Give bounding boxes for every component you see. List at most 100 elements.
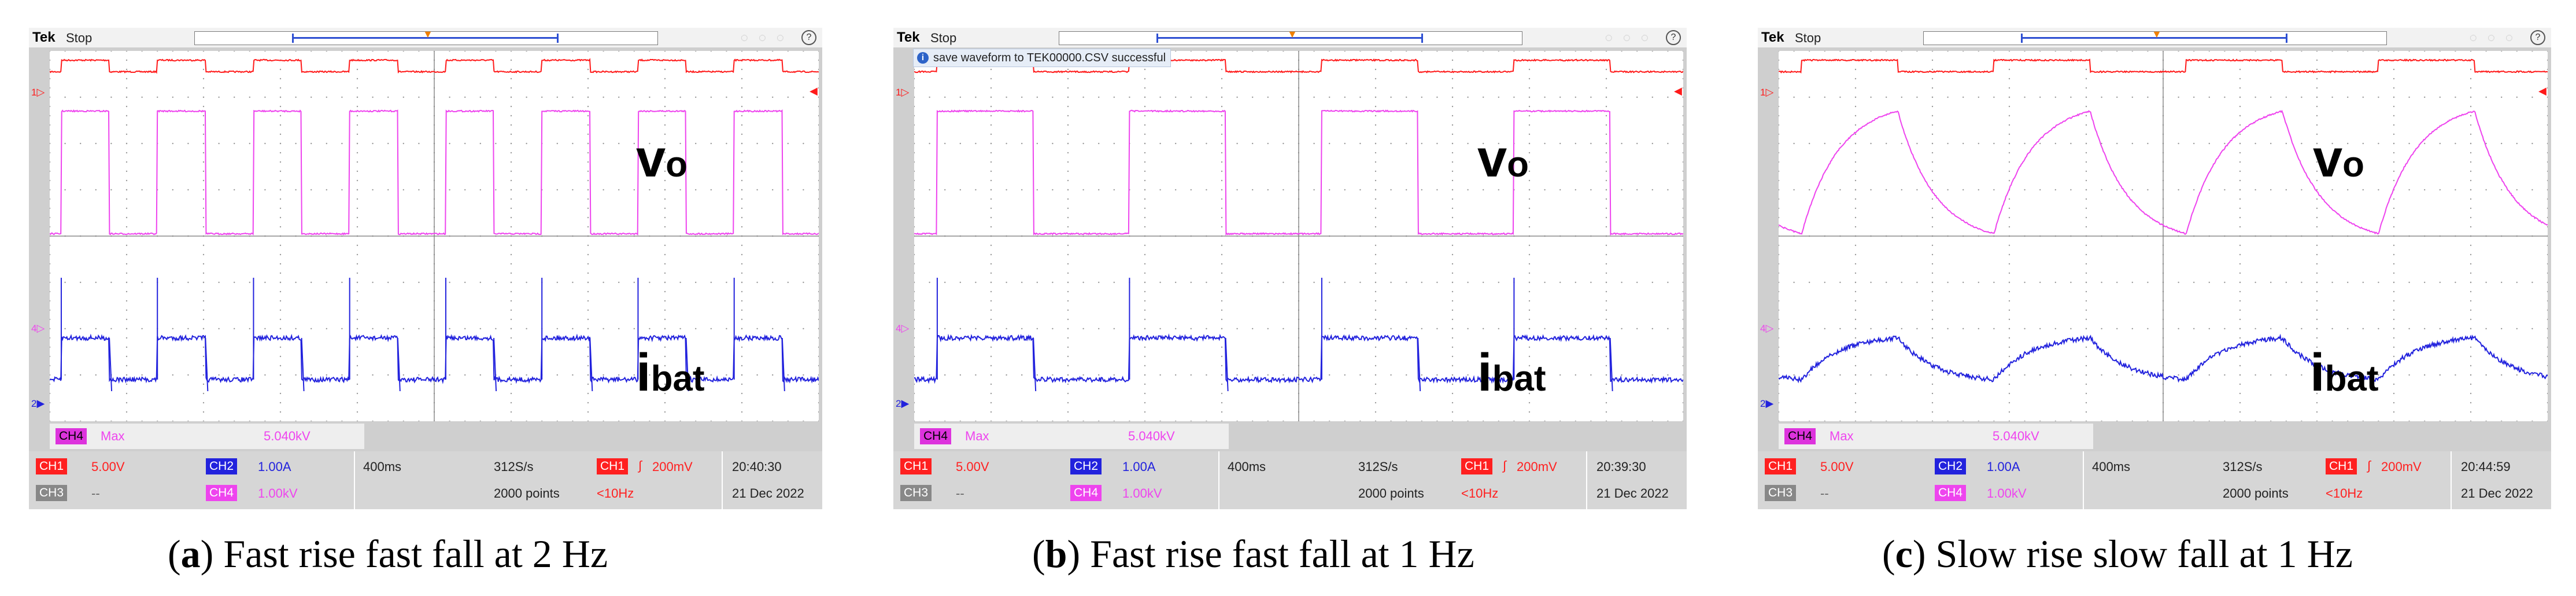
- clock-time: 20:44:59: [2461, 459, 2511, 474]
- clock-date: 21 Dec 2022: [2461, 486, 2533, 501]
- trigger-frequency: <10Hz: [1461, 486, 1499, 501]
- ch3-scale: --: [91, 486, 100, 501]
- info-icon: i: [917, 52, 929, 64]
- sample-rate: 312S/s: [494, 459, 534, 474]
- waveform-plot: [50, 51, 819, 421]
- record-position-bar[interactable]: ▼: [194, 28, 658, 45]
- ch2-scale: 1.00A: [1987, 459, 2020, 474]
- clock-cell: 20:44:59 21 Dec 2022: [2451, 451, 2552, 509]
- help-icon[interactable]: ?: [1666, 30, 1681, 45]
- acquisition-state: Stop: [930, 31, 957, 45]
- scope-title-bar: Tek Stop ▼ ◌◌◌ ?: [29, 28, 822, 47]
- ch4-level-marker[interactable]: 4▷: [1760, 322, 1774, 334]
- clock-time: 20:39:30: [1596, 459, 1646, 474]
- graticule: [1779, 51, 2548, 421]
- ibat-label: ibat: [636, 343, 705, 402]
- status-bar: CH1 5.00V CH2 1.00A CH3 -- CH4 1.00kV 40…: [29, 451, 822, 509]
- ibat-undershoot: [1033, 337, 1037, 392]
- record-length: 2000 points: [1358, 486, 1424, 501]
- ch1-trigger-trace: [914, 58, 1683, 73]
- ch1-scale: 5.00V: [956, 459, 989, 474]
- measure-type: Max: [101, 429, 125, 443]
- horizontal-cell[interactable]: 400ms 312S/s 2000 points: [354, 451, 598, 509]
- help-icon[interactable]: ?: [801, 30, 816, 45]
- ch1-level-marker[interactable]: 1▷: [1760, 86, 1774, 98]
- ch3-badge[interactable]: CH3: [36, 485, 68, 501]
- vo-label: vo: [2313, 129, 2365, 188]
- ch2-level-marker[interactable]: 2▶: [896, 398, 910, 409]
- horizontal-cell[interactable]: 400ms 312S/s 2000 points: [1218, 451, 1462, 509]
- record-length: 2000 points: [2223, 486, 2289, 501]
- clock-date: 21 Dec 2022: [1596, 486, 1669, 501]
- waveform-screen: [50, 51, 819, 421]
- ch4-badge-bottom[interactable]: CH4: [206, 485, 238, 501]
- ch3-badge[interactable]: CH3: [1765, 485, 1797, 501]
- help-icon[interactable]: ?: [2530, 30, 2545, 45]
- ibat-undershoot: [109, 337, 113, 392]
- trigger-source-badge[interactable]: CH1: [1461, 458, 1493, 474]
- trigger-source-badge[interactable]: CH1: [2326, 458, 2357, 474]
- ch4-badge-bottom[interactable]: CH4: [1935, 485, 1967, 501]
- graticule: [914, 51, 1683, 421]
- ibat-label: ibat: [1477, 343, 1546, 402]
- save-notification: i save waveform to TEK00000.CSV successfu…: [913, 49, 1171, 67]
- trigger-level: 200mV: [652, 459, 693, 474]
- trigger-level-marker[interactable]: ◀: [810, 85, 818, 97]
- record-position-bar[interactable]: ▼: [1059, 28, 1522, 45]
- vo-label: vo: [1477, 129, 1529, 188]
- ch4-badge: CH4: [920, 428, 952, 444]
- caption-b: (b) Fast rise fast fall at 1 Hz: [1032, 532, 1474, 576]
- ch2-level-marker[interactable]: 2▶: [1760, 398, 1774, 409]
- ibat-undershoot: [205, 337, 209, 392]
- ch2-scale: 1.00A: [258, 459, 291, 474]
- ch4-measurement[interactable]: CH4 Max 5.040kV: [914, 424, 1229, 449]
- ch1-scale: 5.00V: [1820, 459, 1854, 474]
- waveform-plot: [914, 51, 1683, 421]
- trigger-edge-icon: ∫: [1503, 458, 1507, 473]
- ch2-badge[interactable]: CH2: [1070, 458, 1102, 474]
- vo-trace: [914, 109, 1683, 236]
- ch1-badge[interactable]: CH1: [1765, 458, 1797, 474]
- waveform-plot: [1779, 51, 2548, 421]
- toolbar-icons: ◌◌◌: [2469, 30, 2523, 45]
- ch1-badge[interactable]: CH1: [36, 458, 68, 474]
- ibat-undershoot: [685, 337, 689, 392]
- ch2-level-marker[interactable]: 2▶: [31, 398, 45, 409]
- clock-cell: 20:40:30 21 Dec 2022: [722, 451, 823, 509]
- ch2-badge[interactable]: CH2: [1935, 458, 1967, 474]
- ch1-level-marker[interactable]: 1▷: [896, 86, 910, 98]
- ibat-undershoot: [397, 337, 401, 392]
- ch3-badge[interactable]: CH3: [900, 485, 932, 501]
- ch4-measurement[interactable]: CH4 Max 5.040kV: [50, 424, 364, 449]
- trigger-level-marker[interactable]: ◀: [1674, 85, 1682, 97]
- ch1-level-marker[interactable]: 1▷: [31, 86, 45, 98]
- ibat-undershoot: [781, 337, 785, 392]
- ch4-level-marker[interactable]: 4▷: [31, 322, 45, 334]
- horizontal-cell[interactable]: 400ms 312S/s 2000 points: [2083, 451, 2327, 509]
- ch2-badge[interactable]: CH2: [206, 458, 238, 474]
- ch4-scale: 1.00kV: [1122, 486, 1162, 501]
- save-message: save waveform to TEK00000.CSV successful: [933, 51, 1166, 64]
- ch3-scale: --: [1820, 486, 1829, 501]
- graticule: [50, 51, 819, 421]
- trigger-level-marker[interactable]: ◀: [2538, 85, 2547, 97]
- ch4-measurement[interactable]: CH4 Max 5.040kV: [1779, 424, 2093, 449]
- ibat-undershoot: [493, 337, 497, 392]
- ch4-badge-bottom[interactable]: CH4: [1070, 485, 1102, 501]
- sample-rate: 312S/s: [1358, 459, 1398, 474]
- trigger-source-badge[interactable]: CH1: [597, 458, 629, 474]
- ch1-badge[interactable]: CH1: [900, 458, 932, 474]
- ch4-level-marker[interactable]: 4▷: [896, 322, 910, 334]
- record-length: 2000 points: [494, 486, 560, 501]
- record-position-bar[interactable]: ▼: [1923, 28, 2387, 45]
- ch4-badge: CH4: [56, 428, 87, 444]
- ch4-badge: CH4: [1784, 428, 1816, 444]
- tek-logo: Tek: [1761, 30, 1784, 45]
- ch1-scale: 5.00V: [91, 459, 125, 474]
- caption-a: (a) Fast rise fast fall at 2 Hz: [168, 532, 608, 576]
- ch1-trigger-trace: [1779, 58, 2548, 73]
- toolbar-icons: ◌◌◌: [740, 30, 794, 45]
- ch1-trigger-trace: [50, 58, 819, 74]
- trigger-position-icon: ▼: [2152, 28, 2162, 40]
- ibat-trace: [1779, 333, 2548, 384]
